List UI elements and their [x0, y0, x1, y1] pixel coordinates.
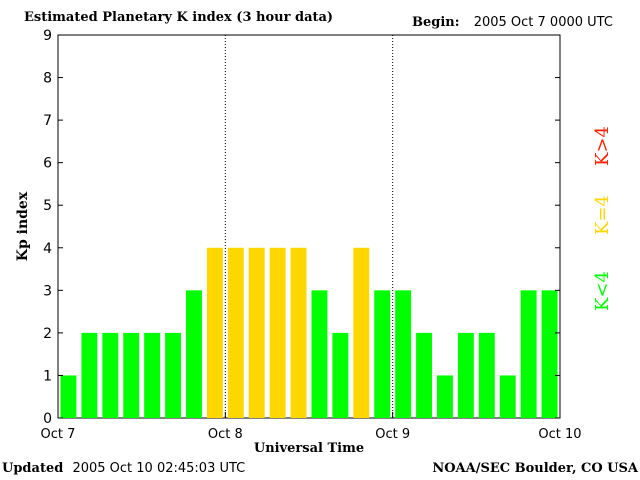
x-tick-label: Oct 7 — [41, 427, 76, 442]
legend-low: K<4 — [592, 271, 613, 311]
bar — [457, 332, 474, 418]
begin-info: Begin: 2005 Oct 7 0000 UTC — [412, 15, 613, 30]
bar — [395, 290, 412, 418]
y-tick-label: 1 — [43, 368, 52, 384]
bar — [437, 375, 453, 418]
bar — [416, 332, 432, 418]
bar — [206, 247, 223, 418]
y-axis-label: Kp index — [15, 191, 31, 261]
y-tick-label: 7 — [43, 113, 52, 129]
y-tick-label: 6 — [43, 156, 52, 172]
bar — [186, 290, 202, 418]
plot-frame — [57, 34, 561, 419]
bar — [123, 332, 140, 418]
bar — [248, 247, 265, 418]
bar — [269, 247, 286, 418]
chart-title: Estimated Planetary K index (3 hour data… — [24, 10, 334, 25]
bar — [520, 290, 537, 418]
legend-mid: K=4 — [592, 195, 613, 235]
y-tick-label: 2 — [43, 326, 52, 342]
y-tick-label: 5 — [43, 198, 52, 214]
x-tick-label: Oct 9 — [375, 427, 410, 442]
y-tick-label: 9 — [43, 28, 52, 44]
bar — [144, 332, 161, 418]
begin-value: 2005 Oct 7 0000 UTC — [473, 15, 613, 30]
updated-info: Updated 2005 Oct 10 02:45:03 UTC — [2, 461, 245, 476]
bar — [81, 332, 98, 418]
bar — [165, 332, 181, 418]
bar — [374, 290, 391, 418]
updated-label: Updated — [2, 461, 64, 476]
bar — [227, 247, 244, 418]
bar — [60, 375, 77, 418]
begin-label: Begin: — [412, 15, 460, 30]
updated-value: 2005 Oct 10 02:45:03 UTC — [72, 461, 246, 476]
bar — [541, 290, 558, 418]
credit-text: NOAA/SEC Boulder, CO USA — [432, 461, 638, 476]
y-tick-label: 0 — [43, 411, 52, 427]
x-tick-label: Oct 8 — [208, 427, 243, 442]
legend-high: K>4 — [592, 126, 613, 166]
bar — [332, 332, 349, 418]
x-axis-label: Universal Time — [254, 441, 364, 456]
bar — [311, 290, 328, 418]
bar — [290, 247, 307, 418]
bar — [102, 332, 119, 418]
bar — [478, 332, 495, 418]
bar — [499, 375, 516, 418]
x-tick-label: Oct 10 — [538, 427, 581, 442]
y-tick-label: 3 — [43, 283, 52, 299]
bar — [353, 247, 370, 418]
y-tick-label: 8 — [43, 71, 52, 87]
y-tick-label: 4 — [43, 241, 52, 257]
